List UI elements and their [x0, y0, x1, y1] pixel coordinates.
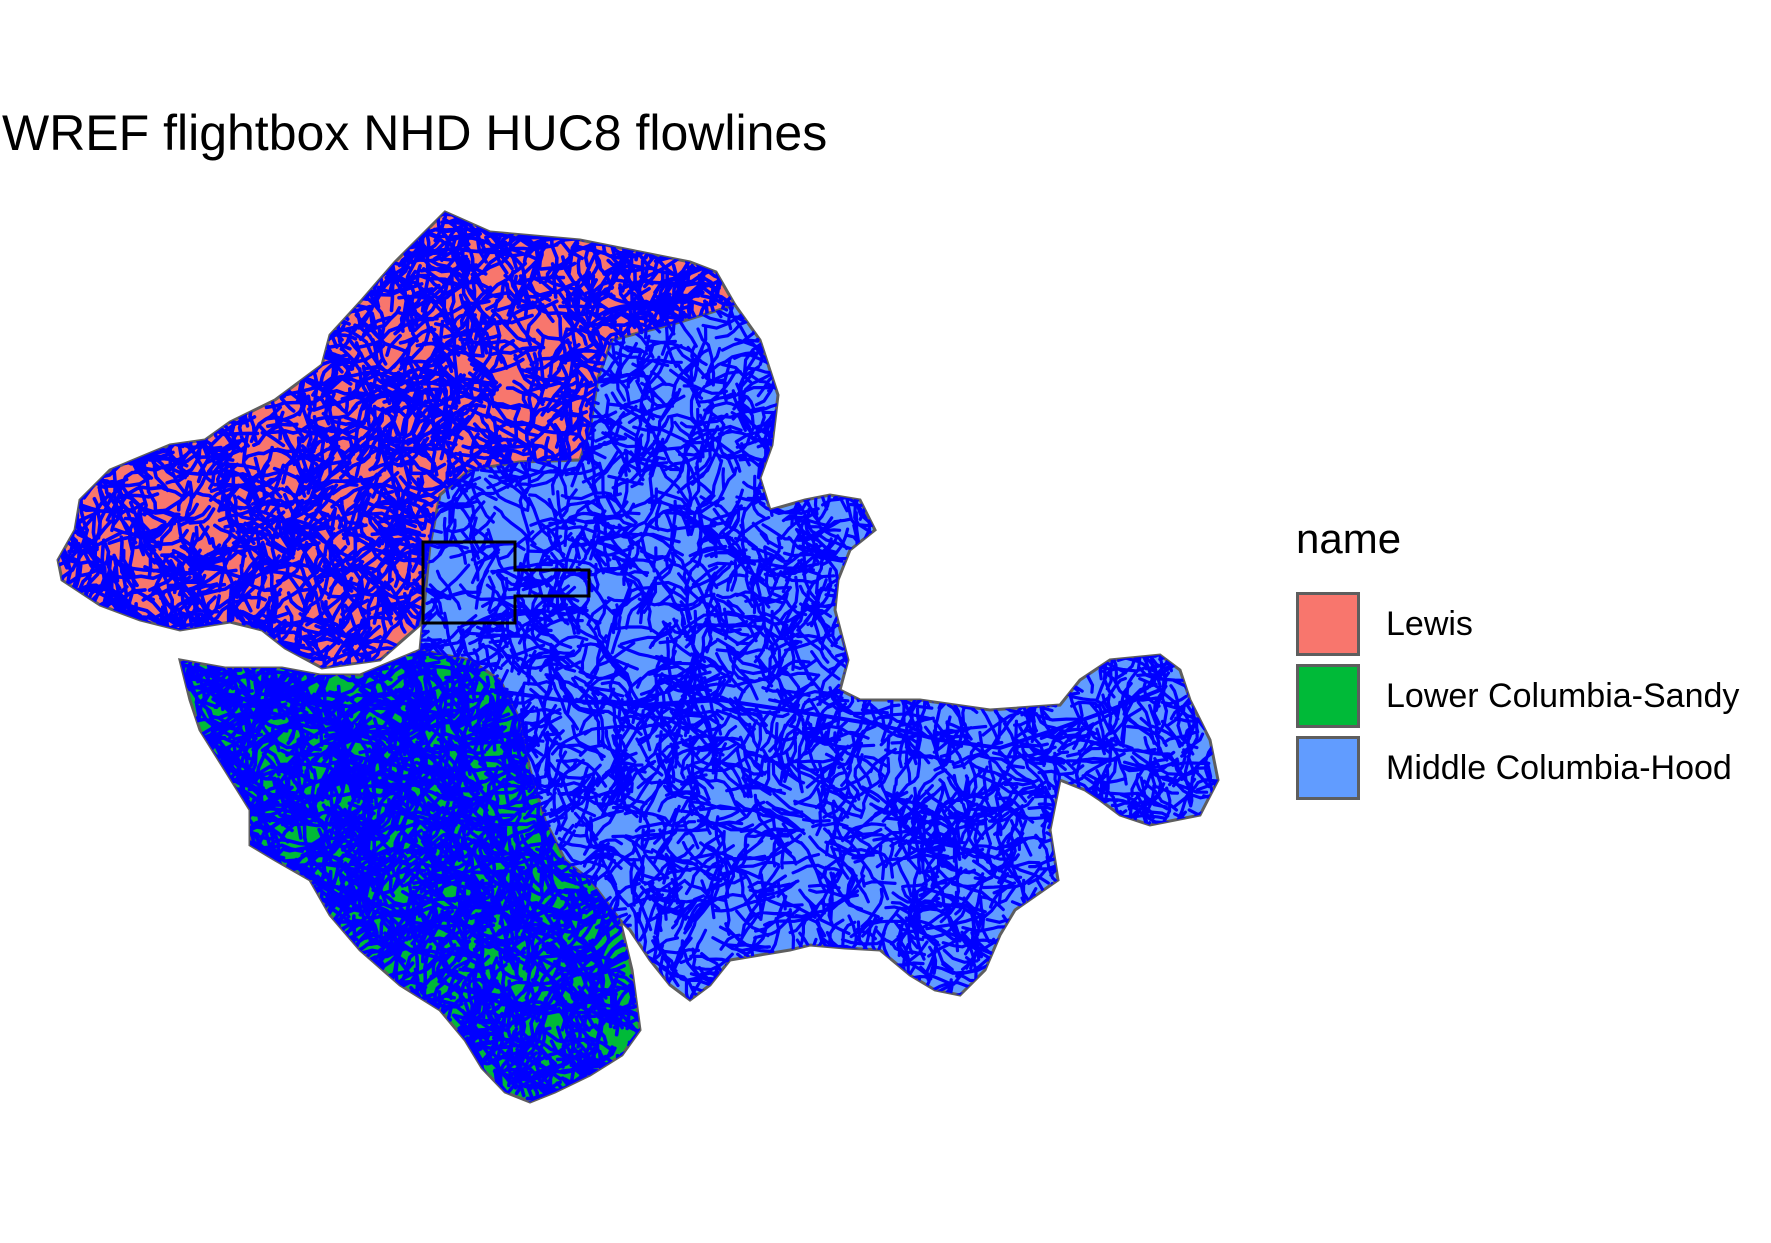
legend-item-middle-columbia-hood: Middle Columbia-Hood [1296, 732, 1739, 804]
legend-label-lewis: Lewis [1386, 604, 1473, 643]
legend-item-lower-columbia-sandy: Lower Columbia-Sandy [1296, 660, 1739, 732]
legend-swatch-middle-columbia-hood [1296, 736, 1360, 800]
legend-item-lewis: Lewis [1296, 588, 1739, 660]
columbia-mainstem [489, 688, 1161, 751]
legend-swatch-lewis [1296, 592, 1360, 656]
legend: name Lewis Lower Columbia-Sandy Middle C… [1296, 518, 1739, 804]
legend-label-lower-columbia-sandy: Lower Columbia-Sandy [1386, 676, 1740, 715]
map-title: WREF flightbox NHD HUC8 flowlines [2, 105, 828, 161]
huc8-regions [56, 210, 1220, 1104]
legend-title: name [1296, 515, 1402, 562]
legend-swatch-lower-columbia-sandy [1296, 664, 1360, 728]
legend-label-middle-columbia-hood: Middle Columbia-Hood [1386, 748, 1732, 787]
flightbox-outline [421, 540, 591, 625]
